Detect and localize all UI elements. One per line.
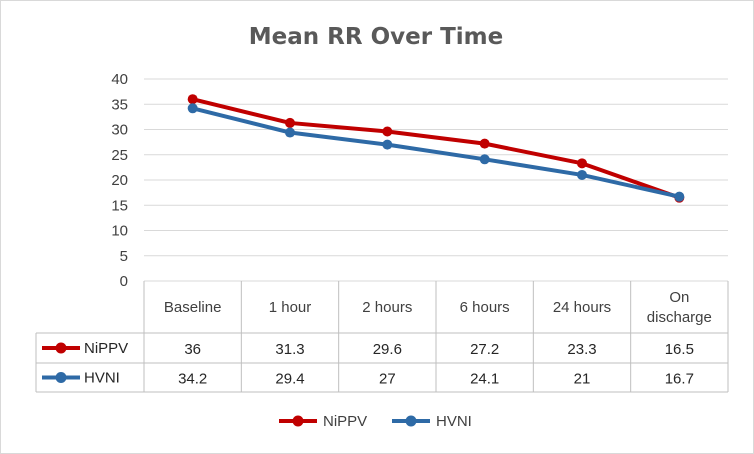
category-label: 6 hours bbox=[460, 299, 510, 316]
legend: NiPPV HVNI bbox=[279, 413, 472, 430]
data-table: Baseline 1 hour 2 hours 6 hours 24 hours On di… bbox=[35, 281, 729, 393]
legend-key-marker bbox=[405, 415, 417, 427]
series-line bbox=[190, 106, 682, 199]
table-cell-value: 16.7 bbox=[665, 371, 694, 388]
table-cell-value: 29.6 bbox=[373, 341, 402, 358]
y-tick-label: 5 bbox=[120, 248, 128, 265]
data-point bbox=[479, 138, 490, 149]
table-cell-value: 27 bbox=[379, 371, 396, 388]
table-cell-value: 34.2 bbox=[178, 371, 207, 388]
data-point bbox=[479, 154, 490, 165]
legend-key-marker bbox=[292, 415, 304, 427]
data-point bbox=[285, 117, 295, 128]
table-cell-value: 16.5 bbox=[665, 341, 694, 358]
table-cell-value: 24.1 bbox=[470, 371, 499, 388]
table-legend-key-marker bbox=[55, 342, 67, 354]
data-point bbox=[285, 127, 295, 138]
series-layer bbox=[187, 94, 685, 203]
y-tick-label: 25 bbox=[111, 147, 128, 164]
data-point bbox=[187, 103, 198, 114]
category-label: 1 hour bbox=[269, 299, 312, 316]
y-tick-label: 20 bbox=[111, 172, 128, 189]
legend-label: HVNI bbox=[436, 413, 472, 430]
y-axis-ticks: 0 5 10 15 20 25 30 35 40 bbox=[111, 71, 128, 290]
table-legend-key-marker bbox=[55, 372, 67, 383]
data-point bbox=[382, 126, 393, 137]
table-cell-value: 31.3 bbox=[275, 341, 304, 358]
series-line bbox=[190, 97, 682, 200]
table-cell-value: 23.3 bbox=[567, 341, 596, 358]
category-label: discharge bbox=[647, 309, 712, 326]
y-tick-label: 0 bbox=[120, 273, 128, 290]
table-cell-value: 27.2 bbox=[470, 341, 499, 358]
y-tick-label: 40 bbox=[111, 71, 128, 88]
table-cell-value: 29.4 bbox=[275, 371, 304, 388]
data-point bbox=[382, 139, 393, 150]
y-tick-label: 30 bbox=[111, 122, 128, 139]
data-point bbox=[577, 158, 587, 169]
y-tick-label: 35 bbox=[111, 96, 128, 113]
category-label: 24 hours bbox=[553, 299, 611, 316]
data-point bbox=[674, 191, 685, 202]
table-series-name: NiPPV bbox=[84, 340, 128, 357]
table-series-name: HVNI bbox=[84, 370, 120, 387]
category-label: 2 hours bbox=[362, 299, 412, 316]
y-tick-label: 10 bbox=[111, 223, 128, 240]
data-point bbox=[577, 169, 587, 180]
legend-label: NiPPV bbox=[323, 413, 367, 430]
table-cell-value: 36 bbox=[184, 341, 201, 358]
table-cell-value: 21 bbox=[574, 371, 591, 388]
data-point bbox=[187, 94, 198, 105]
category-label: Baseline bbox=[164, 299, 222, 316]
category-label: On bbox=[669, 289, 689, 306]
y-tick-label: 15 bbox=[111, 197, 128, 214]
chart-title: Mean RR Over Time bbox=[249, 24, 503, 50]
